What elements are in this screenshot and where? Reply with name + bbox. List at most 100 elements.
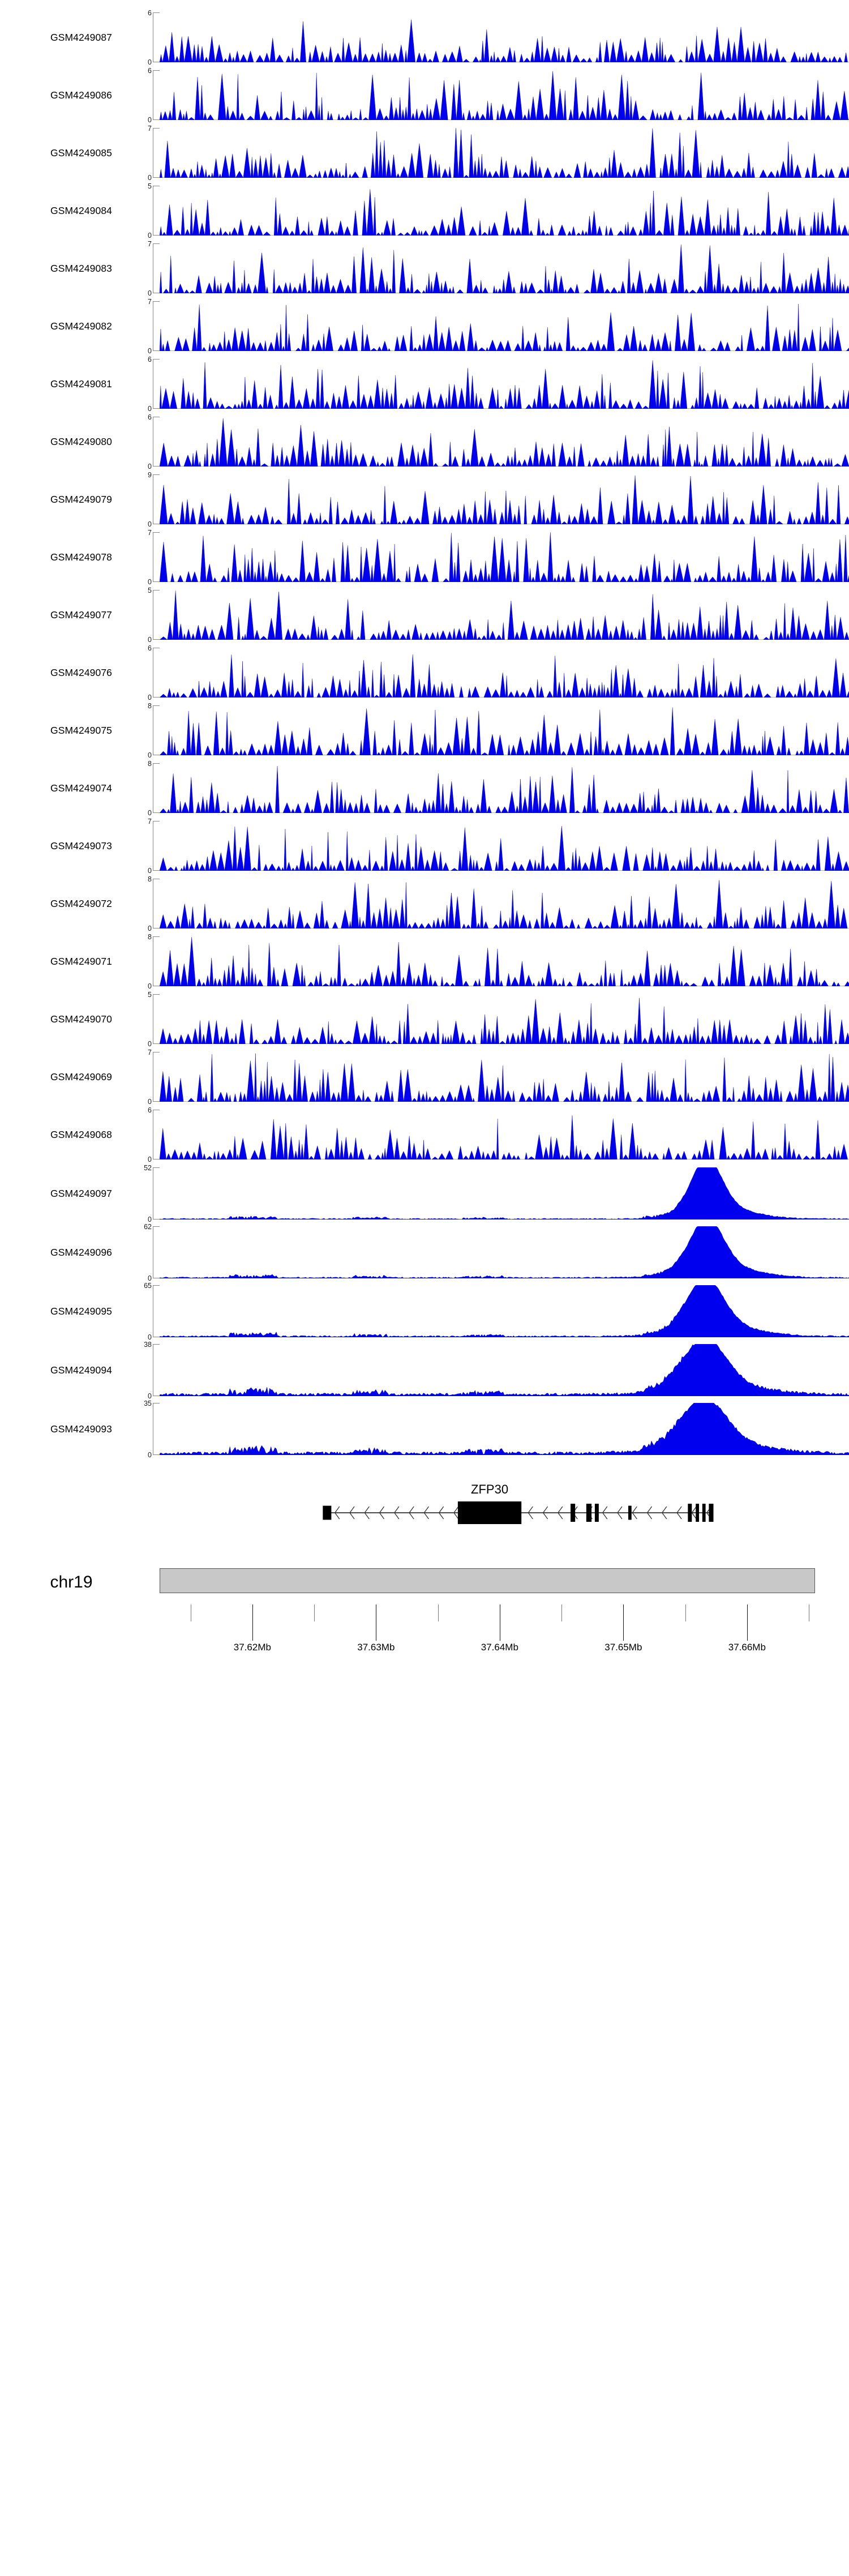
track-label[interactable]: GSM4249095 — [50, 1305, 112, 1317]
track-label[interactable]: GSM4249074 — [50, 782, 112, 794]
track-label[interactable]: GSM4249076 — [50, 666, 112, 678]
axis-bracket — [153, 1052, 160, 1102]
axis-min-label: 0 — [148, 982, 152, 990]
gene-exon — [709, 1504, 714, 1522]
track-label[interactable]: GSM4249069 — [50, 1071, 112, 1082]
signal-svg — [160, 418, 849, 467]
ideogram-bar[interactable] — [160, 1568, 815, 1593]
track-signal-plot[interactable] — [160, 12, 849, 62]
track-label[interactable]: GSM4249070 — [50, 1013, 112, 1025]
track-label[interactable]: GSM4249085 — [50, 147, 112, 159]
track-signal-plot[interactable] — [160, 1285, 849, 1337]
track-signal-plot[interactable] — [160, 1167, 849, 1219]
track-label[interactable]: GSM4249093 — [50, 1423, 112, 1435]
track-label[interactable]: GSM4249097 — [50, 1187, 112, 1199]
track-label[interactable]: GSM4249079 — [50, 493, 112, 505]
track-signal-plot[interactable] — [160, 243, 849, 293]
track-row: GSM4249094 38 0 — [0, 1341, 849, 1400]
track-label[interactable]: GSM4249096 — [50, 1246, 112, 1258]
gene-model-track[interactable]: ZFP30 — [0, 1472, 849, 1557]
axis-minor-tick — [438, 1604, 439, 1621]
track-label[interactable]: GSM4249077 — [50, 609, 112, 621]
axis-min-label: 0 — [148, 173, 152, 182]
signal-svg — [160, 937, 849, 986]
strand-arrow-icon — [453, 1506, 459, 1520]
signal-svg — [160, 654, 849, 698]
track-signal-plot[interactable] — [160, 821, 849, 871]
track-row: GSM4249073 7 0 — [0, 818, 849, 874]
track-signal-plot[interactable] — [160, 70, 849, 120]
track-label[interactable]: GSM4249068 — [50, 1128, 112, 1140]
axis-bracket — [153, 1344, 160, 1396]
axis-bracket — [153, 70, 160, 120]
track-signal-plot[interactable] — [160, 1226, 849, 1278]
axis-bracket — [153, 243, 160, 293]
track-signal-plot[interactable] — [160, 590, 849, 640]
track-signal-plot[interactable] — [160, 763, 849, 813]
axis-max-label: 7 — [148, 240, 152, 248]
track-label[interactable]: GSM4249080 — [50, 435, 112, 447]
track-signal-plot[interactable] — [160, 417, 849, 467]
track-signal-plot[interactable] — [160, 994, 849, 1044]
axis-min-label: 0 — [148, 231, 152, 239]
axis-bracket — [153, 648, 160, 698]
track-label[interactable]: GSM4249075 — [50, 724, 112, 736]
track-label[interactable]: GSM4249071 — [50, 955, 112, 967]
axis-bracket — [153, 879, 160, 928]
axis-bracket — [153, 301, 160, 351]
track-signal-plot[interactable] — [160, 705, 849, 755]
track-signal-plot[interactable] — [160, 474, 849, 524]
track-label[interactable]: GSM4249094 — [50, 1364, 112, 1376]
track-signal-plot[interactable] — [160, 359, 849, 409]
gene-exon — [594, 1504, 599, 1522]
track-label[interactable]: GSM4249082 — [50, 320, 112, 332]
axis-max-label: 38 — [144, 1341, 152, 1349]
axis-bracket — [153, 821, 160, 871]
track-row: GSM4249086 6 0 — [0, 67, 849, 123]
strand-arrow-icon — [602, 1506, 608, 1520]
signal-svg — [160, 189, 849, 236]
axis-min-label: 0 — [148, 520, 152, 528]
track-signal-plot[interactable] — [160, 301, 849, 351]
track-label[interactable]: GSM4249084 — [50, 204, 112, 216]
axis-min-label: 0 — [148, 1392, 152, 1400]
track-row: GSM4249068 6 0 — [0, 1107, 849, 1163]
track-signal-plot[interactable] — [160, 186, 849, 236]
track-signal-plot[interactable] — [160, 1052, 849, 1102]
axis-min-label: 0 — [148, 1155, 152, 1163]
axis-max-label: 6 — [148, 356, 152, 363]
track-signal-plot[interactable] — [160, 1110, 849, 1159]
gene-exon — [586, 1504, 592, 1522]
signal-svg — [160, 998, 849, 1044]
track-label[interactable]: GSM4249086 — [50, 89, 112, 101]
track-label[interactable]: GSM4249083 — [50, 262, 112, 274]
axis-min-label: 0 — [148, 1039, 152, 1048]
axis-bracket — [153, 705, 160, 755]
track-signal-plot[interactable] — [160, 936, 849, 986]
gene-exon — [457, 1501, 522, 1524]
signal-svg — [160, 128, 849, 178]
track-label[interactable]: GSM4249078 — [50, 551, 112, 563]
gene-model-svg: ZFP30 — [323, 1482, 714, 1524]
genome-browser: GSM4249087 6 0 GSM4249086 6 0 GSM4249085 7 0 GSM4… — [0, 10, 849, 1653]
track-label[interactable]: GSM4249087 — [50, 31, 112, 43]
track-label[interactable]: GSM4249073 — [50, 840, 112, 851]
track-signal-plot[interactable] — [160, 532, 849, 582]
track-row: GSM4249079 9 0 — [0, 472, 849, 528]
signal-svg — [160, 707, 849, 755]
track-label[interactable]: GSM4249081 — [50, 378, 112, 390]
track-signal-plot[interactable] — [160, 648, 849, 698]
track-signal-plot[interactable] — [160, 1344, 849, 1396]
axis-max-label: 62 — [144, 1223, 152, 1231]
track-signal-plot[interactable] — [160, 1403, 849, 1455]
track-signal-plot[interactable] — [160, 128, 849, 178]
track-row: GSM4249071 8 0 — [0, 934, 849, 990]
track-signal-plot[interactable] — [160, 879, 849, 928]
signal-svg — [160, 1053, 849, 1102]
track-label[interactable]: GSM4249072 — [50, 897, 112, 909]
strand-arrow-icon — [409, 1506, 414, 1520]
